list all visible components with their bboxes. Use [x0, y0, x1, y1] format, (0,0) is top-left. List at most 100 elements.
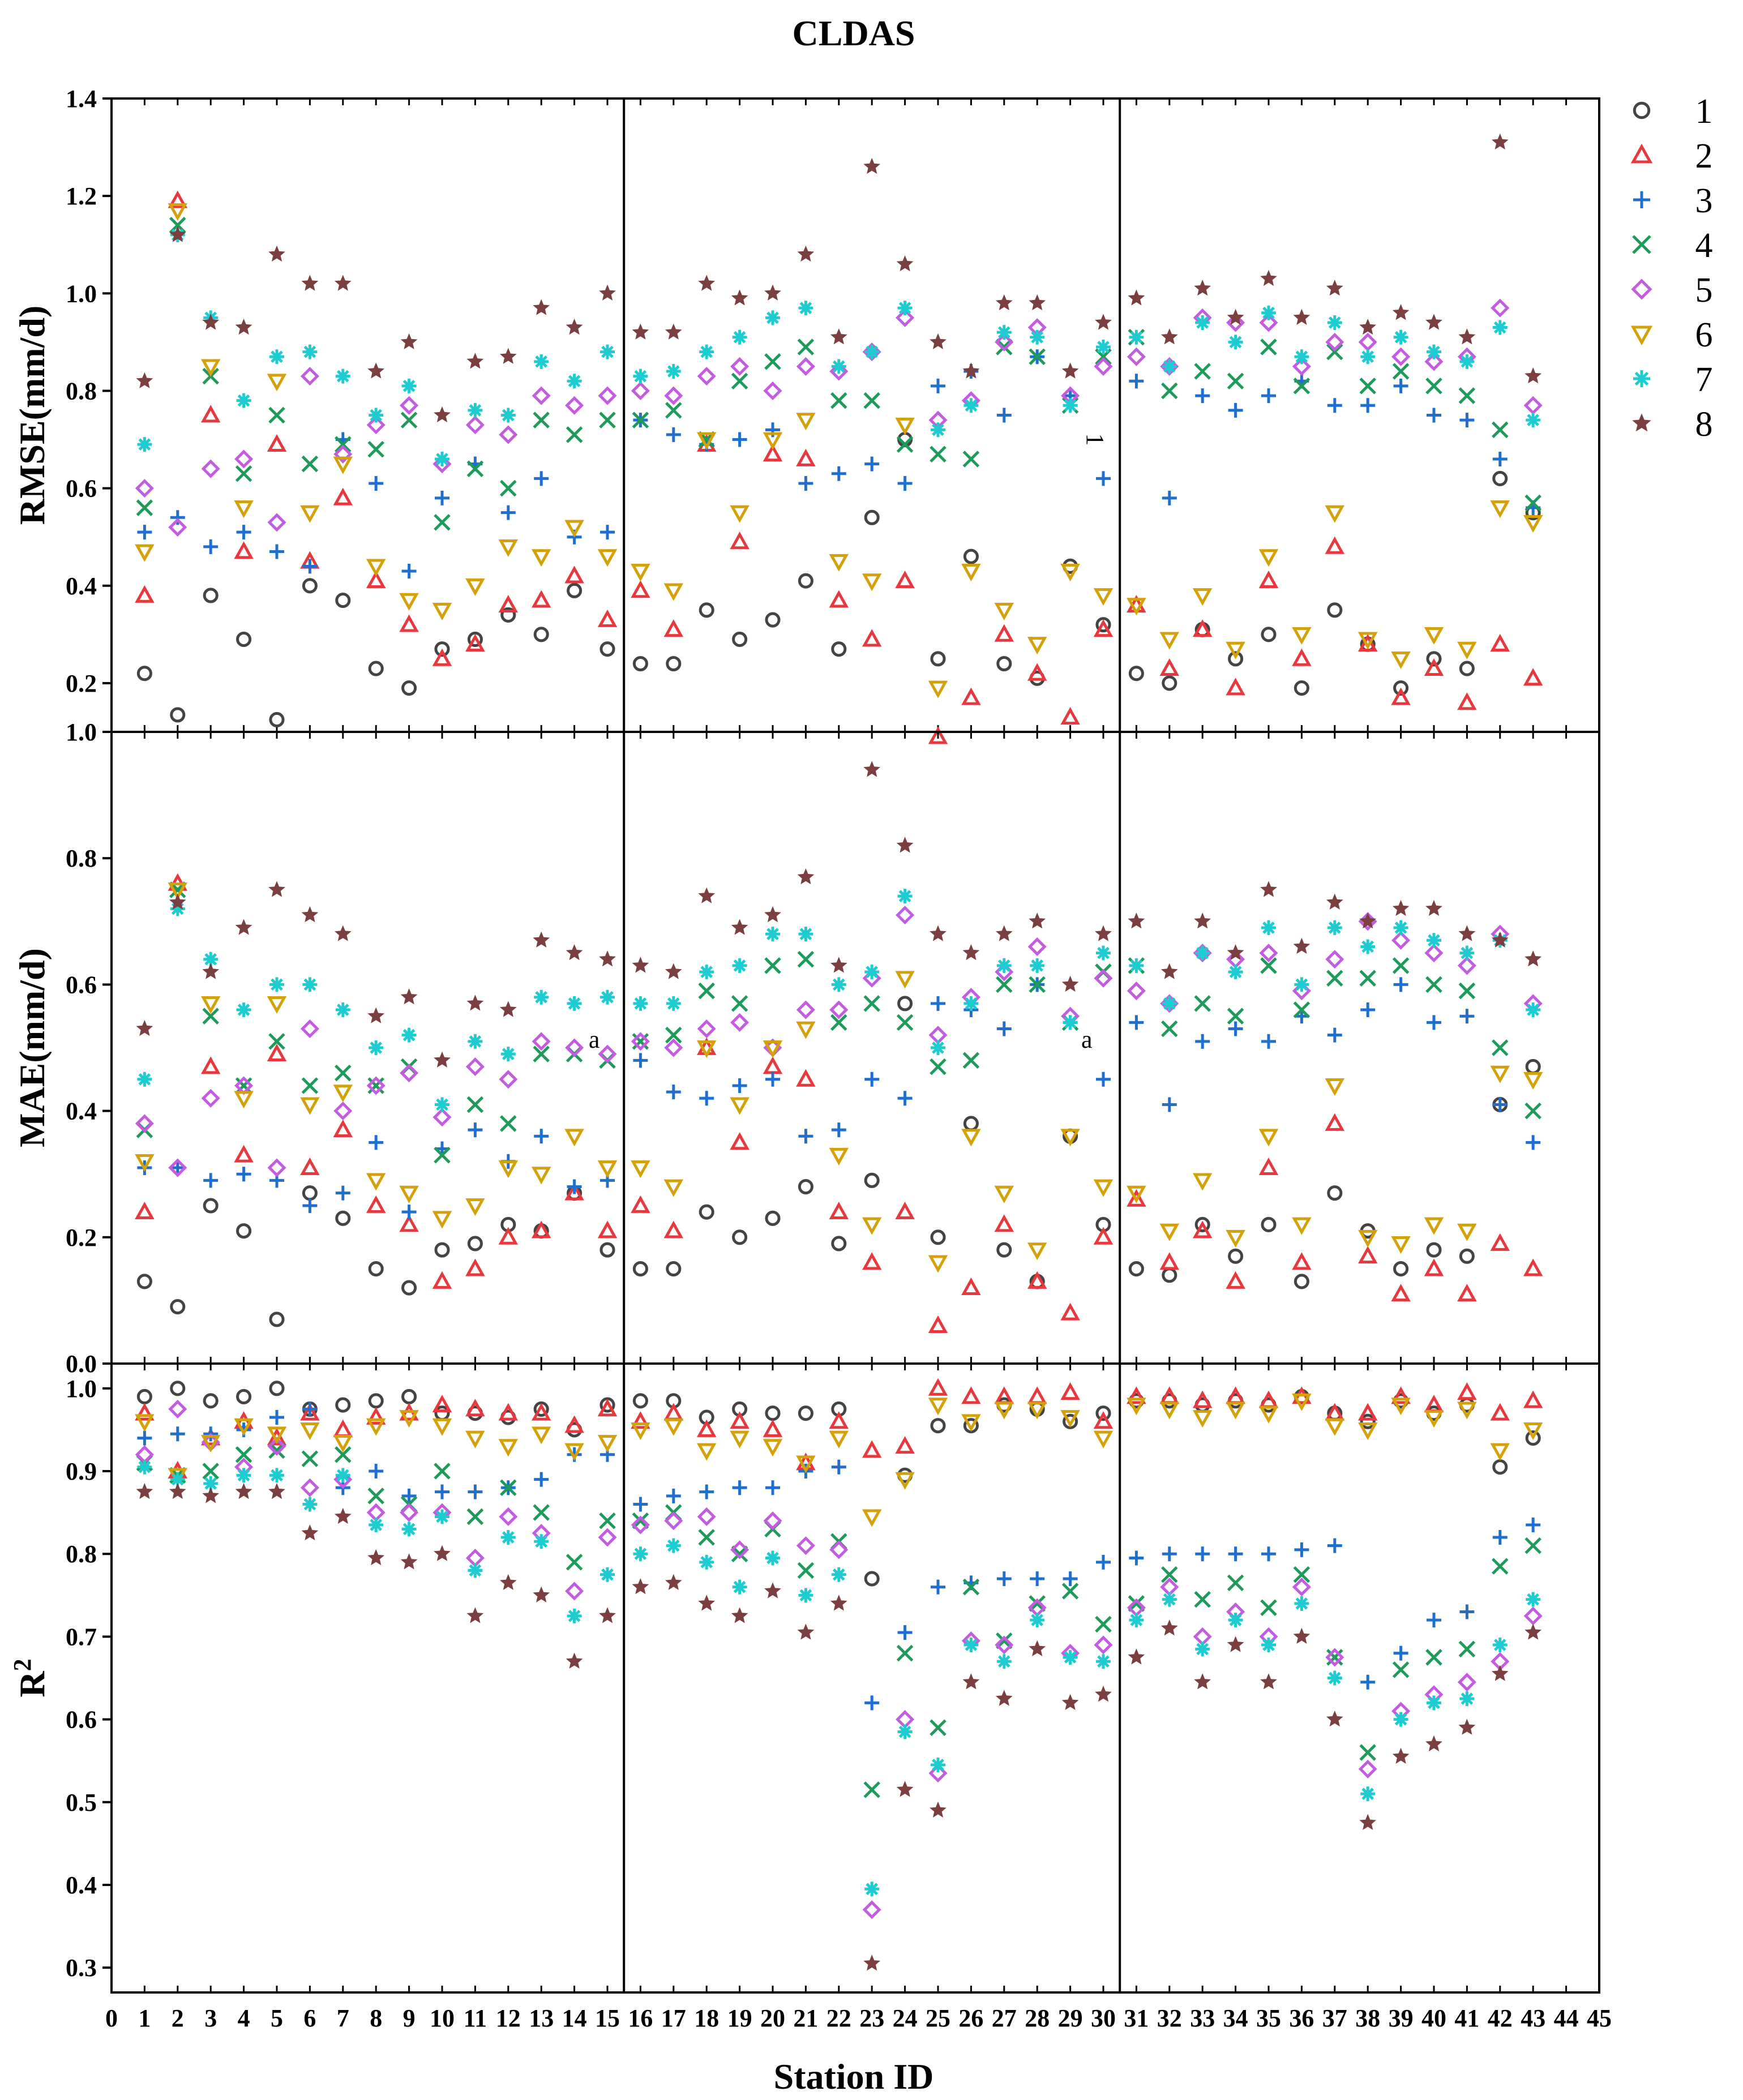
series-8 [136, 1482, 1542, 1971]
data-point [534, 1472, 549, 1487]
x-tick-label: 26 [958, 2004, 983, 2032]
data-point [333, 1419, 353, 1437]
data-point [732, 631, 748, 648]
data-point [468, 1034, 483, 1049]
data-point [366, 1173, 386, 1191]
data-point [1490, 1443, 1510, 1461]
data-point [995, 294, 1013, 311]
data-point [1258, 1157, 1279, 1175]
data-point [531, 1220, 551, 1238]
data-point [1427, 1613, 1441, 1628]
data-point [1195, 1642, 1210, 1657]
legend-entry-4: 4 [1632, 226, 1713, 265]
data-point [235, 1482, 252, 1499]
x-tick-label: 5 [271, 2004, 283, 2032]
data-point [1359, 318, 1377, 335]
data-point [401, 1522, 417, 1537]
data-point [1260, 338, 1277, 355]
data-point [432, 1394, 452, 1412]
data-point [797, 1562, 815, 1579]
data-point [300, 1019, 319, 1039]
legend-marker [1632, 413, 1651, 432]
data-point [565, 1038, 584, 1057]
data-point [1129, 329, 1144, 345]
data-point [1260, 957, 1277, 974]
data-point [466, 1508, 484, 1525]
data-point [633, 1497, 648, 1512]
data-point [1360, 1002, 1376, 1018]
data-point [301, 1524, 319, 1541]
data-point [961, 1386, 981, 1404]
data-point [1360, 1786, 1376, 1802]
data-point [1457, 1284, 1477, 1302]
x-tick-label: 34 [1223, 2004, 1248, 2032]
data-point [930, 333, 947, 350]
data-point [796, 357, 815, 376]
data-point [1457, 1382, 1477, 1400]
data-point [666, 1538, 681, 1553]
data-point [829, 1430, 849, 1448]
data-point [236, 525, 251, 540]
data-point [1094, 1635, 1113, 1655]
data-point [1161, 1566, 1178, 1583]
data-point [532, 1032, 551, 1051]
data-point [1393, 329, 1408, 345]
data-point [531, 590, 551, 608]
data-point [1260, 269, 1277, 286]
legend-entry-3: 3 [1633, 182, 1713, 220]
data-point [1490, 1403, 1510, 1421]
data-point [1393, 378, 1408, 393]
data-point [1425, 976, 1442, 993]
data-point [1326, 343, 1343, 361]
data-point [170, 1299, 186, 1315]
data-point [235, 318, 252, 335]
data-point [864, 1172, 880, 1188]
data-point [1525, 1430, 1541, 1446]
data-point [1425, 899, 1442, 916]
data-point [1096, 945, 1111, 961]
data-point [235, 919, 252, 935]
data-point [200, 1434, 221, 1453]
data-point [732, 1229, 748, 1245]
data-point [534, 1534, 549, 1549]
data-point [699, 965, 714, 980]
data-point [1228, 335, 1243, 350]
data-point [931, 422, 945, 438]
data-point [1424, 627, 1444, 645]
x-tick-label: 32 [1157, 2004, 1182, 2032]
data-point [137, 1459, 152, 1475]
data-point [631, 1422, 650, 1441]
data-point [302, 344, 318, 359]
data-point [499, 425, 518, 444]
data-point [730, 1132, 750, 1150]
data-point [1261, 1034, 1276, 1049]
data-point [1096, 339, 1111, 354]
data-point [432, 1271, 452, 1289]
data-point [1524, 367, 1542, 384]
y-tick-label: 0.3 [66, 1954, 97, 1982]
data-point [1491, 298, 1510, 318]
data-point [567, 996, 582, 1011]
data-point [1029, 294, 1046, 311]
y-axis-label-main: R [12, 1671, 52, 1698]
data-point [1030, 1613, 1045, 1628]
data-point [333, 444, 353, 464]
data-point [135, 1414, 155, 1432]
data-point [1292, 1393, 1312, 1411]
data-point [400, 1064, 419, 1083]
data-point [797, 245, 815, 262]
data-point [566, 426, 583, 443]
data-point [994, 1185, 1014, 1203]
x-tick-label: 0 [105, 2004, 118, 2032]
data-point [465, 415, 485, 435]
data-point [1030, 958, 1045, 973]
data-point [301, 906, 319, 923]
data-point [1492, 470, 1508, 486]
data-point [996, 1021, 1012, 1036]
x-tick-label: 19 [727, 2004, 752, 2032]
data-point [632, 323, 649, 340]
data-point [1524, 1623, 1542, 1640]
data-point [302, 559, 318, 574]
data-point [1458, 1718, 1476, 1735]
data-point [1061, 975, 1079, 992]
